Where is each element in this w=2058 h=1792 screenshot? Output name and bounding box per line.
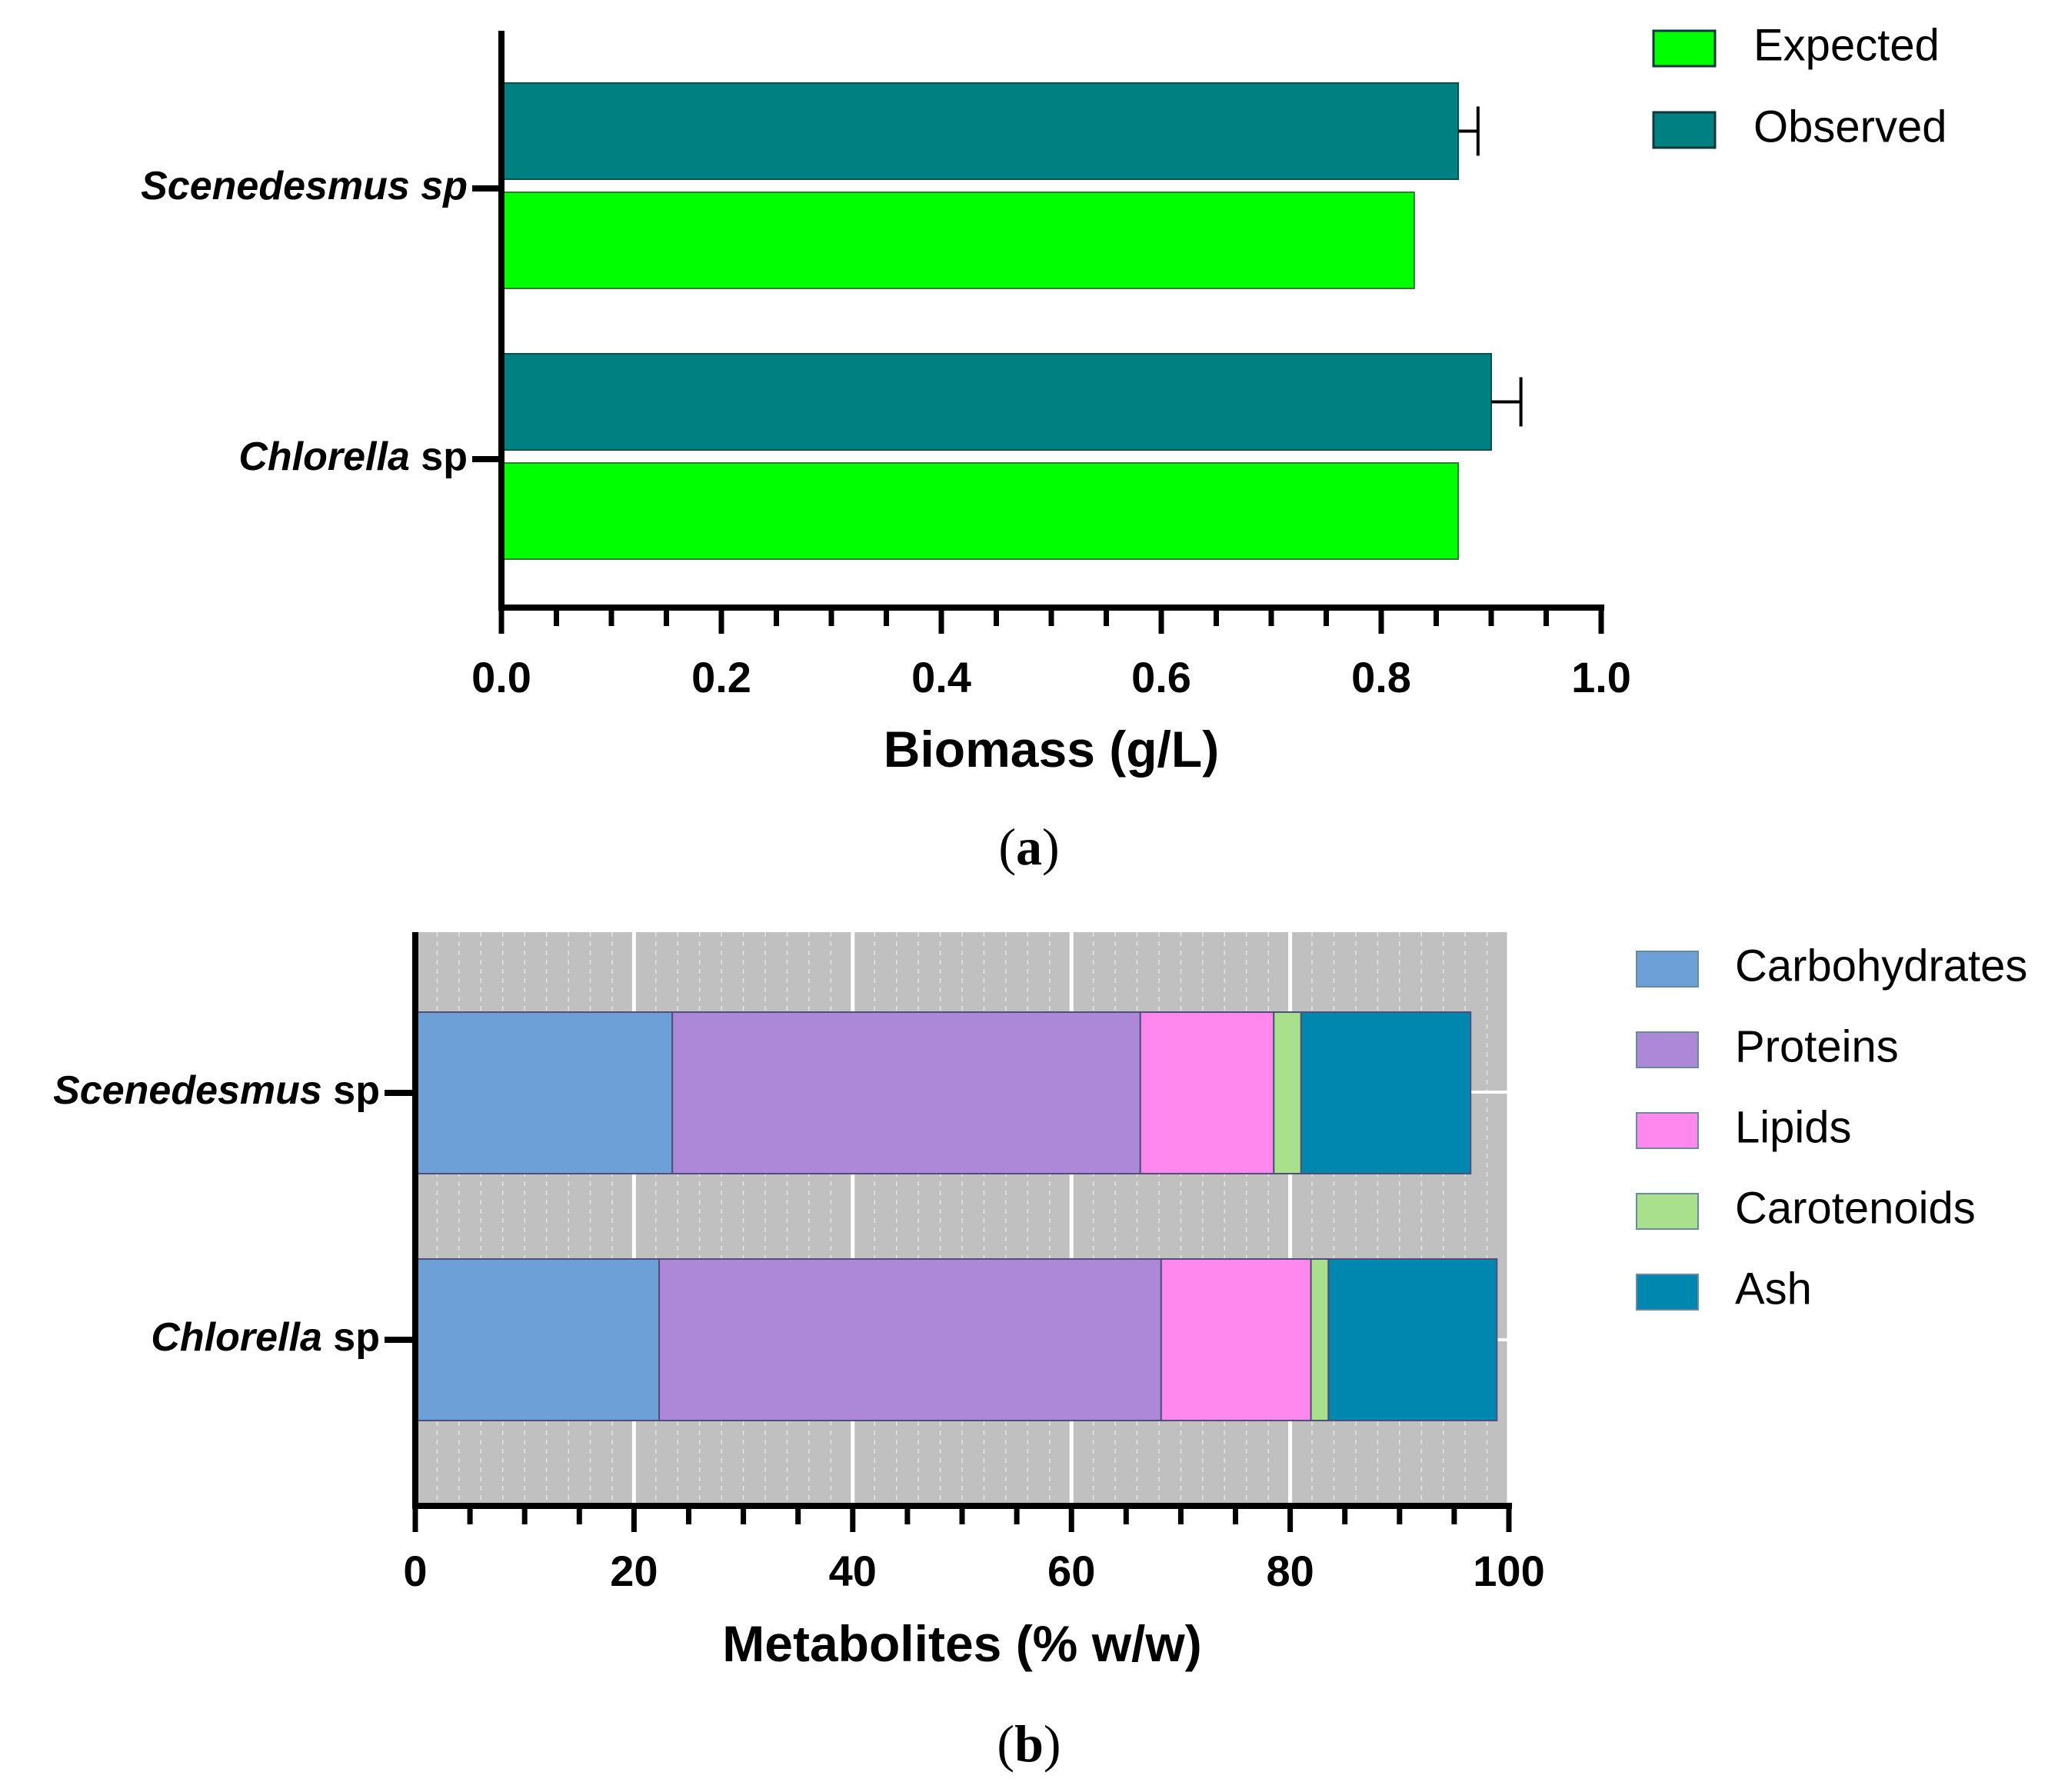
- x-axis-title: Biomass (g/L): [884, 721, 1219, 778]
- x-tick-label: 0.4: [911, 653, 971, 701]
- bar-observed-1: [501, 353, 1492, 451]
- panel-b-label: (b): [997, 1714, 1061, 1773]
- bar-segment-lipids: [1139, 1011, 1275, 1174]
- category-label: Scenedesmus sp: [53, 1068, 380, 1113]
- legend-label-ash: Ash: [1735, 1264, 1812, 1314]
- category-label: Scenedesmus sp: [141, 164, 468, 208]
- x-tick-label: 0.0: [471, 653, 531, 701]
- category-label: Chlorella sp: [151, 1315, 380, 1360]
- x-tick-label: 0.2: [691, 653, 751, 701]
- legend-swatch-expected: [1652, 29, 1717, 68]
- legend-swatch-lipids: [1636, 1112, 1699, 1149]
- bar-segment-carotenoids: [1310, 1258, 1330, 1421]
- legend-swatch-ash: [1636, 1274, 1699, 1311]
- category-label: Chlorella sp: [238, 435, 468, 479]
- legend-swatch-observed: [1652, 111, 1717, 149]
- legend-label-lipids: Lipids: [1735, 1102, 1852, 1152]
- bar-segment-ash: [1300, 1011, 1472, 1174]
- bar-segment-carbohydrates: [415, 1011, 674, 1174]
- bar-segment-carbohydrates: [415, 1258, 661, 1421]
- panel-a-chart: Scenedesmus sp Chlorella sp 0.0 0.2 0.4 0.6 0.…: [141, 20, 1946, 778]
- legend-swatch-proteins: [1636, 1031, 1699, 1068]
- panel-a-label: (a): [998, 818, 1059, 876]
- x-tick-label: 100: [1473, 1547, 1544, 1595]
- bar-segment-proteins: [658, 1258, 1162, 1421]
- legend-label-carotenoids: Carotenoids: [1735, 1183, 1976, 1233]
- x-tick-label: 0.6: [1131, 653, 1191, 701]
- x-tick-label: 0: [403, 1547, 427, 1595]
- legend-swatch-carotenoids: [1636, 1193, 1699, 1230]
- panel-b-chart: Scenedesmus sp Chlorella sp 0 20 40 60 80 100 Me…: [53, 932, 2027, 1672]
- x-axis-title: Metabolites (% w/w): [722, 1615, 1201, 1672]
- bar-segment-proteins: [671, 1011, 1141, 1174]
- x-tick-label: 1.0: [1571, 653, 1631, 701]
- bar-segment-ash: [1327, 1258, 1498, 1421]
- legend-label-observed: Observed: [1753, 102, 1946, 152]
- legend-swatch-carbohydrates: [1636, 951, 1699, 988]
- bar-expected-1: [501, 462, 1460, 560]
- bar-segment-lipids: [1160, 1258, 1312, 1421]
- x-tick-label: 60: [1047, 1547, 1095, 1595]
- legend-label-carbohydrates: Carbohydrates: [1735, 941, 2027, 991]
- legend-label-proteins: Proteins: [1735, 1021, 1899, 1071]
- x-tick-label: 80: [1266, 1547, 1314, 1595]
- legend-label-expected: Expected: [1753, 20, 1940, 70]
- x-tick-label: 20: [610, 1547, 658, 1595]
- x-tick-label: 0.8: [1351, 653, 1411, 701]
- bar-segment-carotenoids: [1273, 1011, 1302, 1174]
- x-tick-label: 40: [829, 1547, 877, 1595]
- bar-expected-0: [501, 192, 1415, 289]
- bar-observed-0: [501, 82, 1460, 180]
